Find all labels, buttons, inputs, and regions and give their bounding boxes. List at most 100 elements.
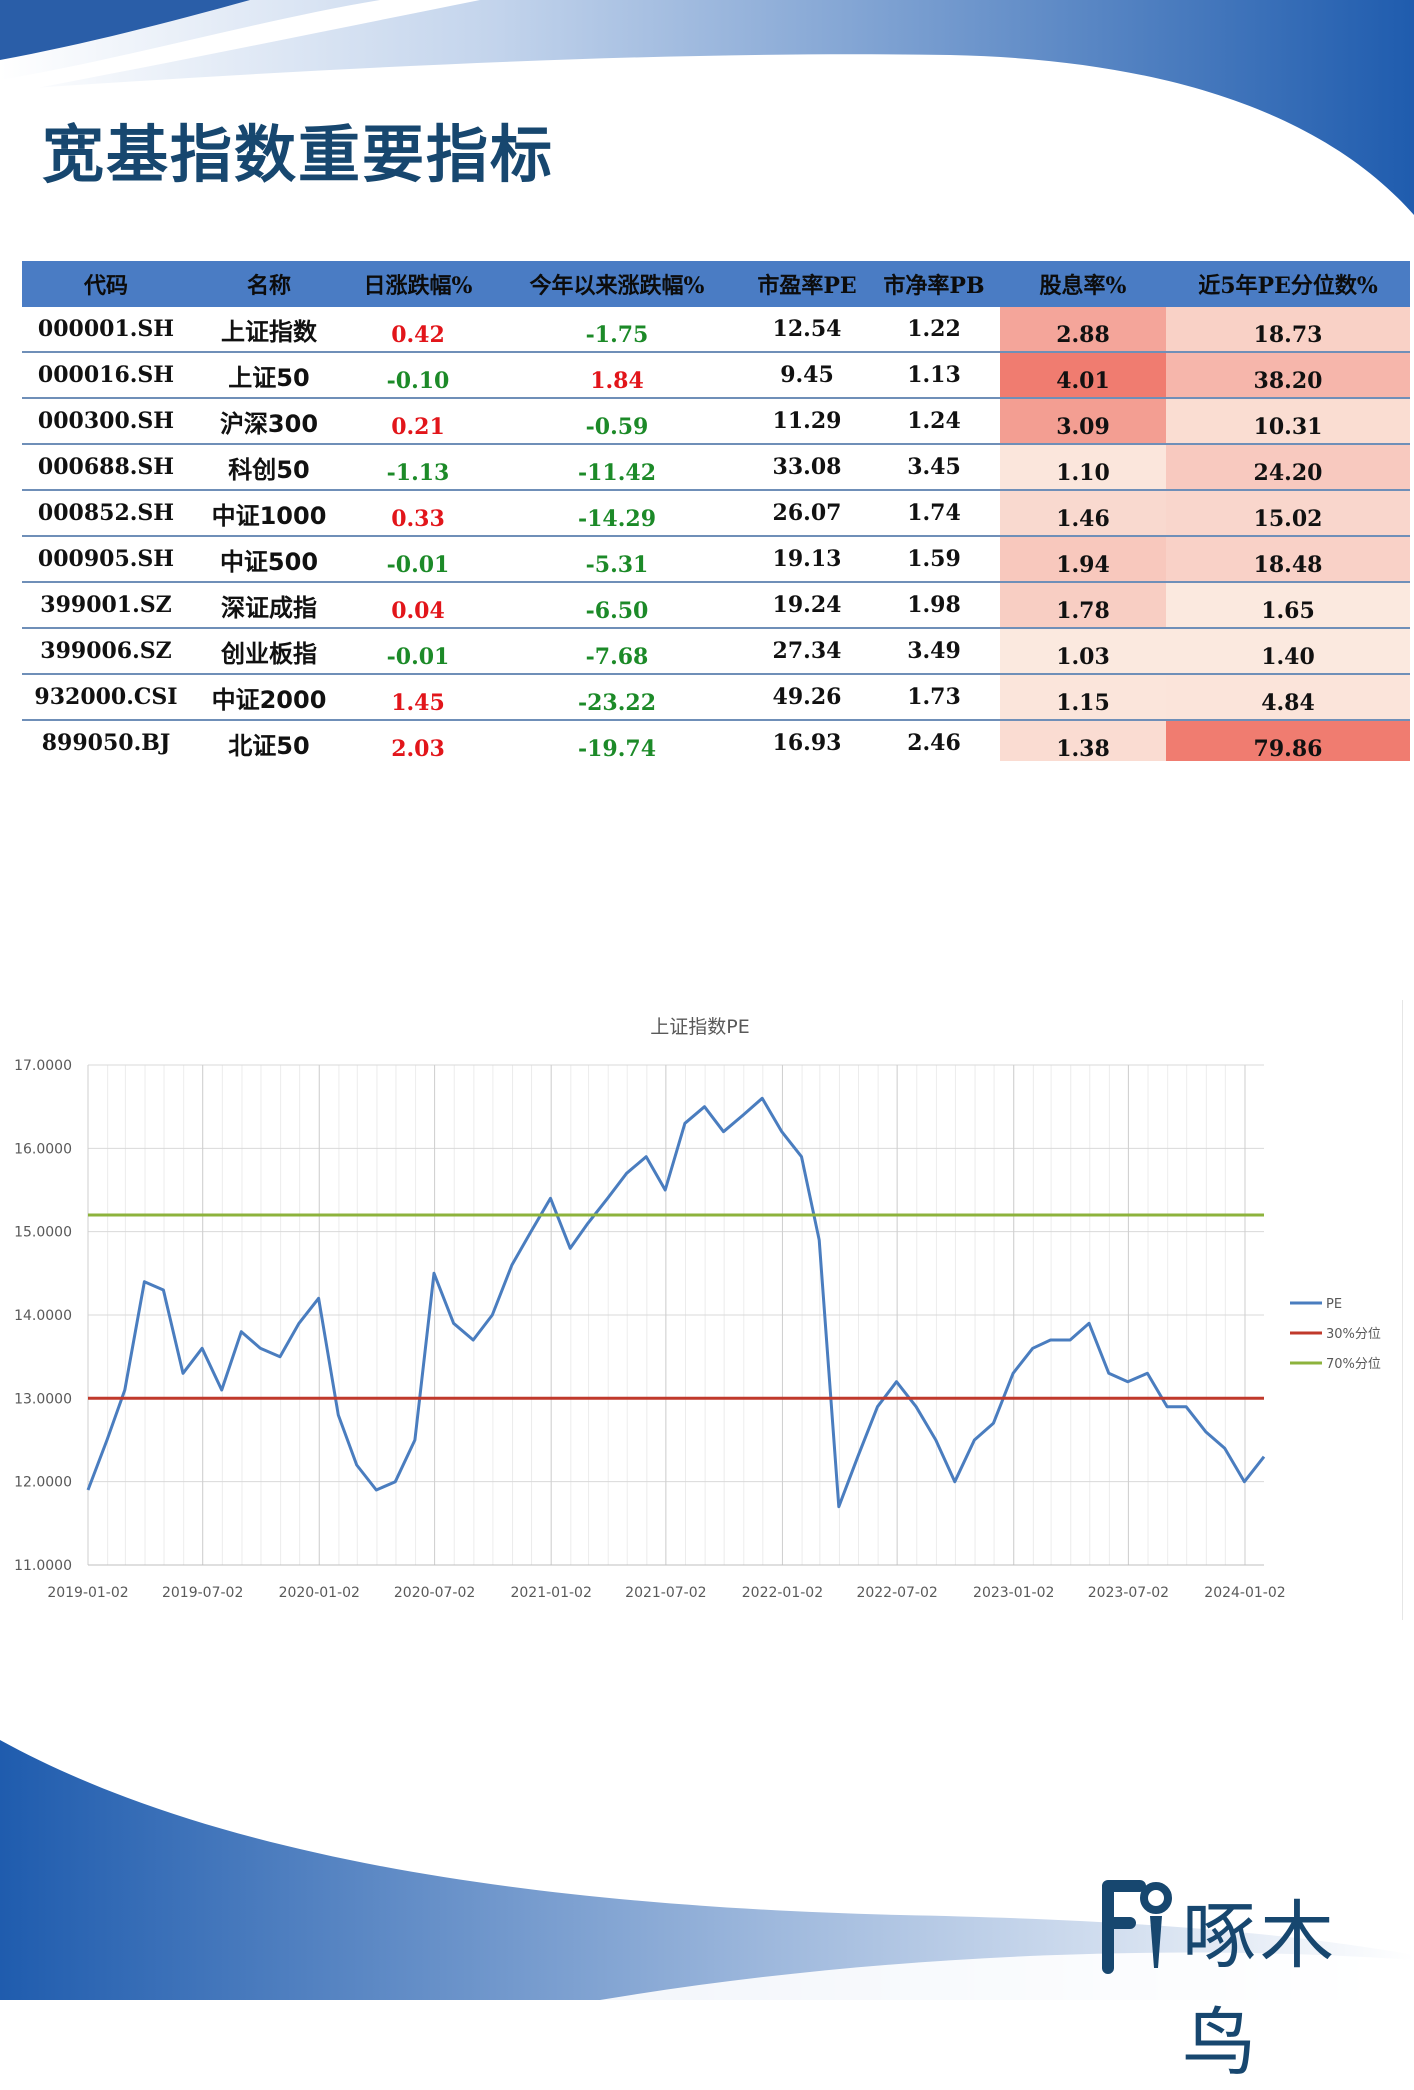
cell-ytd-change: 1.84: [488, 352, 746, 399]
header-pe-percentile: 近5年PE分位数%: [1166, 261, 1410, 307]
cell-code: 932000.CSI: [22, 674, 190, 721]
table-row: 399001.SZ 深证成指 0.04 -6.50 19.24 1.98 1.78 1.65: [22, 582, 1410, 629]
cell-dividend-yield: 3.09: [1000, 398, 1166, 445]
cell-pe: 49.26: [746, 674, 868, 721]
index-metrics-table: 代码 名称 日涨跌幅% 今年以来涨跌幅% 市盈率PE 市净率PB 股息率% 近5…: [22, 261, 1410, 761]
cell-ytd-change: -0.59: [488, 398, 746, 445]
cell-daily-change: 2.03: [348, 720, 488, 761]
x-tick-label: 2021-01-02: [510, 1585, 591, 1601]
cell-pe: 26.07: [746, 490, 868, 537]
header-code: 代码: [22, 261, 190, 307]
header-ytd-change: 今年以来涨跌幅%: [488, 261, 746, 307]
cell-pe: 16.93: [746, 720, 868, 761]
cell-dividend-yield: 1.94: [1000, 536, 1166, 583]
cell-pe-percentile: 18.73: [1166, 307, 1410, 353]
page-divider: [1402, 1000, 1403, 1620]
cell-pe-percentile: 24.20: [1166, 444, 1410, 491]
cell-pe: 19.13: [746, 536, 868, 583]
cell-name: 中证500: [190, 536, 348, 583]
x-tick-label: 2023-01-02: [973, 1585, 1054, 1601]
cell-dividend-yield: 1.46: [1000, 490, 1166, 537]
x-tick-label: 2023-07-02: [1088, 1585, 1169, 1601]
header-dividend-yield: 股息率%: [1000, 261, 1166, 307]
legend-label: PE: [1326, 1297, 1342, 1312]
cell-pe-percentile: 18.48: [1166, 536, 1410, 583]
cell-daily-change: 0.33: [348, 490, 488, 537]
cell-pb: 1.22: [868, 307, 1000, 353]
table-row: 000300.SH 沪深300 0.21 -0.59 11.29 1.24 3.09 10.3…: [22, 398, 1410, 445]
cell-pe: 12.54: [746, 307, 868, 353]
cell-code: 000688.SH: [22, 444, 190, 491]
y-tick-label: 17.0000: [14, 1058, 72, 1074]
cell-pb: 1.98: [868, 582, 1000, 629]
cell-ytd-change: -1.75: [488, 307, 746, 353]
cell-name: 中证2000: [190, 674, 348, 721]
pe-chart-svg: 11.0000 12.0000 13.0000 14.0000 15.0000 16.00…: [14, 1016, 1381, 1601]
cell-pe-percentile: 38.20: [1166, 352, 1410, 399]
cell-dividend-yield: 1.10: [1000, 444, 1166, 491]
pe-line-chart: 11.0000 12.0000 13.0000 14.0000 15.0000 16.00…: [0, 1000, 1414, 1620]
y-tick-label: 14.0000: [14, 1308, 72, 1324]
cell-pb: 2.46: [868, 720, 1000, 761]
header-daily-change: 日涨跌幅%: [348, 261, 488, 307]
cell-name: 沪深300: [190, 398, 348, 445]
cell-code: 399001.SZ: [22, 582, 190, 629]
table-row: 000852.SH 中证1000 0.33 -14.29 26.07 1.74 1.46 15…: [22, 490, 1410, 537]
cell-name: 深证成指: [190, 582, 348, 629]
cell-dividend-yield: 1.03: [1000, 628, 1166, 675]
cell-dividend-yield: 1.78: [1000, 582, 1166, 629]
cell-daily-change: 1.45: [348, 674, 488, 721]
woodpecker-logo-icon: [1102, 1880, 1172, 1974]
cell-code: 000016.SH: [22, 352, 190, 399]
cell-ytd-change: -14.29: [488, 490, 746, 537]
header-name: 名称: [190, 261, 348, 307]
cell-ytd-change: -23.22: [488, 674, 746, 721]
header-pb: 市净率PB: [868, 261, 1000, 307]
cell-ytd-change: -7.68: [488, 628, 746, 675]
y-tick-label: 15.0000: [14, 1225, 72, 1241]
brand-logo-text: 啄木鸟: [1182, 1893, 1338, 2086]
cell-pe-percentile: 79.86: [1166, 720, 1410, 761]
x-tick-label: 2019-01-02: [47, 1585, 128, 1601]
page-title: 宽基指数重要指标: [42, 118, 555, 191]
series-line-0: [86, 1096, 1266, 1509]
cell-code: 000852.SH: [22, 490, 190, 537]
table-row: 000905.SH 中证500 -0.01 -5.31 19.13 1.59 1.94 18.…: [22, 536, 1410, 583]
cell-pb: 3.45: [868, 444, 1000, 491]
cell-pe-percentile: 4.84: [1166, 674, 1410, 721]
cell-dividend-yield: 1.15: [1000, 674, 1166, 721]
table-row: 000016.SH 上证50 -0.10 1.84 9.45 1.13 4.01 38.20: [22, 352, 1410, 399]
cell-daily-change: -0.01: [348, 536, 488, 583]
legend-label: 70%分位: [1326, 1357, 1381, 1372]
x-tick-label: 2022-07-02: [856, 1585, 937, 1601]
cell-code: 000905.SH: [22, 536, 190, 583]
x-tick-label: 2024-01-02: [1204, 1585, 1285, 1601]
cell-ytd-change: -11.42: [488, 444, 746, 491]
x-tick-label: 2020-07-02: [394, 1585, 475, 1601]
x-tick-label: 2022-01-02: [742, 1585, 823, 1601]
chart-title: 上证指数PE: [650, 1016, 749, 1038]
cell-dividend-yield: 4.01: [1000, 352, 1166, 399]
table-header-row: 代码 名称 日涨跌幅% 今年以来涨跌幅% 市盈率PE 市净率PB 股息率% 近5…: [22, 261, 1410, 307]
cell-name: 科创50: [190, 444, 348, 491]
x-tick-label: 2020-01-02: [279, 1585, 360, 1601]
x-tick-label: 2021-07-02: [625, 1585, 706, 1601]
table-row: 932000.CSI 中证2000 1.45 -23.22 49.26 1.73 1.15 4…: [22, 674, 1410, 721]
cell-daily-change: -0.01: [348, 628, 488, 675]
cell-name: 上证50: [190, 352, 348, 399]
cell-pe: 27.34: [746, 628, 868, 675]
table-row: 899050.BJ 北证50 2.03 -19.74 16.93 2.46 1.38 79.8…: [22, 720, 1410, 761]
cell-pe: 19.24: [746, 582, 868, 629]
cell-name: 创业板指: [190, 628, 348, 675]
cell-ytd-change: -19.74: [488, 720, 746, 761]
cell-pb: 1.59: [868, 536, 1000, 583]
cell-pb: 1.74: [868, 490, 1000, 537]
cell-ytd-change: -5.31: [488, 536, 746, 583]
cell-pe: 11.29: [746, 398, 868, 445]
cell-code: 399006.SZ: [22, 628, 190, 675]
cell-pb: 1.73: [868, 674, 1000, 721]
table-row: 000688.SH 科创50 -1.13 -11.42 33.08 3.45 1.10 24.…: [22, 444, 1410, 491]
cell-pb: 1.24: [868, 398, 1000, 445]
cell-daily-change: 0.21: [348, 398, 488, 445]
table-row: 000001.SH 上证指数 0.42 -1.75 12.54 1.22 2.88 18.73: [22, 307, 1410, 353]
